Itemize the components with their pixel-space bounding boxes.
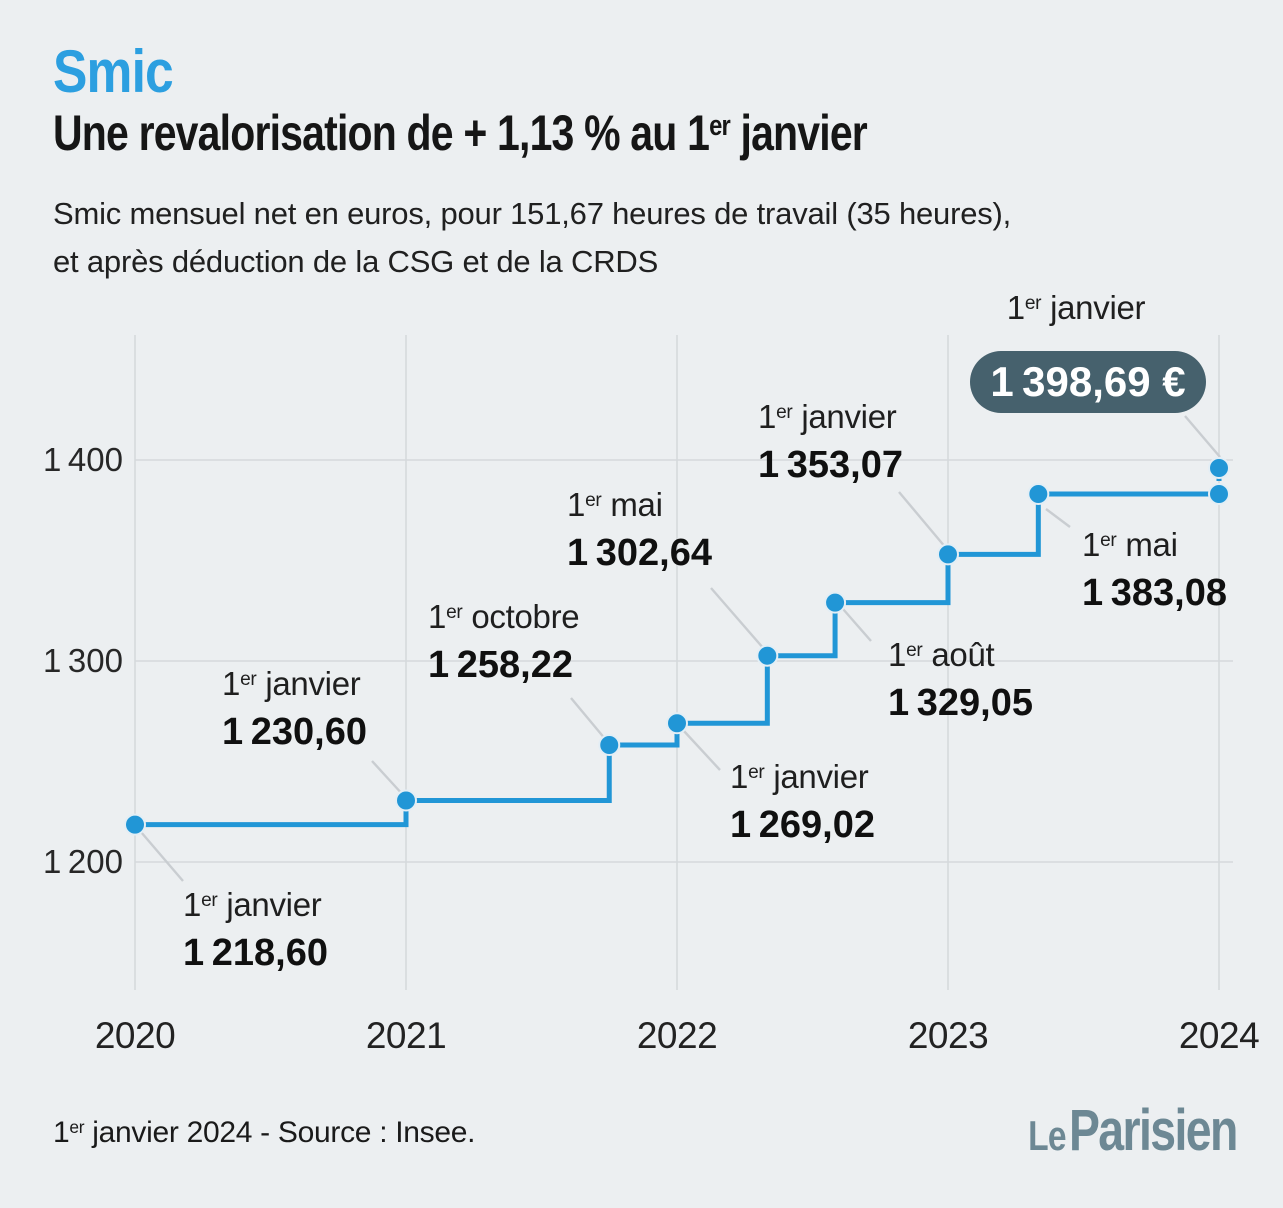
x-axis-tick: 2021 [365, 1015, 447, 1056]
data-point [756, 644, 779, 667]
label-connector-line [842, 608, 872, 642]
label-connector-line [682, 729, 721, 771]
kicker: Smic [53, 38, 174, 105]
label-connector-line [898, 491, 947, 549]
x-axis-tick: 2023 [907, 1015, 989, 1056]
point-label: 1er mai 1 302,64 [567, 484, 713, 576]
description-line-2: et après déduction de la CSG et de la CR… [53, 244, 659, 279]
point-date: 1er août [888, 636, 995, 673]
headline-text: Une revalorisation de + 1,13 % au 1 [53, 105, 710, 161]
x-axis-tick: 2024 [1178, 1015, 1260, 1056]
source-note: 1er janvier 2024 - Source : Insee. [53, 1116, 476, 1149]
data-point [937, 543, 959, 566]
point-label: 1er mai 1 383,08 [1082, 524, 1228, 616]
point-value: 1 383,08 [1082, 572, 1228, 614]
headline-superscript: er [709, 109, 731, 142]
point-date: 1er janvier [1006, 289, 1146, 326]
point-label: 1er janvier [956, 287, 1196, 334]
point-label: 1er janvier 1 353,07 [758, 396, 904, 488]
label-connector-line [1045, 508, 1071, 528]
headline-text-after: janvier [729, 105, 867, 161]
label-connector-line [1184, 415, 1221, 458]
data-point [598, 733, 621, 756]
label-connector-line [710, 587, 765, 650]
label-connector-line [140, 831, 184, 882]
point-value: 1 353,07 [758, 444, 904, 486]
point-date: 1er janvier [758, 398, 897, 435]
point-label: 1er janvier 1 269,02 [730, 756, 876, 848]
highlight-value-badge: 1 398,69 € [970, 351, 1206, 413]
point-value: 1 218,60 [183, 932, 329, 974]
point-value: 1 258,22 [428, 644, 574, 686]
data-point [395, 789, 417, 812]
y-axis-tick: 1 400 [42, 441, 124, 478]
data-point [1027, 483, 1050, 506]
chart-description: Smic mensuel net en euros, pour 151,67 h… [53, 190, 1011, 286]
le-parisien-logo: LeParisien [1028, 1096, 1238, 1166]
logo-parisien: Parisien [1069, 1098, 1238, 1163]
data-point [1208, 457, 1230, 479]
point-label: 1er janvier 1 218,60 [183, 884, 329, 976]
point-date: 1er mai [567, 486, 663, 523]
description-line-1: Smic mensuel net en euros, pour 151,67 h… [53, 196, 1012, 231]
point-label: 1er janvier 1 230,60 [222, 663, 368, 755]
point-value: 1 230,60 [222, 711, 368, 753]
page-title: Une revalorisation de + 1,13 % au 1er ja… [53, 105, 868, 161]
y-axis-tick: 1 200 [42, 843, 124, 880]
point-date: 1er janvier [730, 758, 869, 795]
point-label: 1er août 1 329,05 [888, 634, 1034, 726]
data-point [666, 712, 688, 735]
point-value: 1 269,02 [730, 804, 876, 846]
x-axis-tick: 2022 [636, 1015, 718, 1056]
point-date: 1er janvier [183, 886, 322, 923]
endpoint-dot [1208, 483, 1230, 506]
label-connector-line [371, 760, 405, 797]
data-point [824, 591, 847, 614]
y-axis-tick: 1 300 [42, 642, 124, 679]
point-date: 1er mai [1082, 526, 1178, 563]
point-value: 1 329,05 [888, 682, 1034, 724]
point-label: 1er octobre 1 258,22 [428, 596, 580, 688]
x-axis-tick: 2020 [94, 1015, 176, 1056]
step-line [135, 491, 1219, 828]
label-connector-line [570, 697, 607, 741]
point-value: 1 302,64 [567, 532, 713, 574]
point-date: 1er octobre [428, 598, 580, 635]
data-point [124, 813, 146, 836]
point-date: 1er janvier [222, 665, 361, 702]
logo-le: Le [1028, 1112, 1067, 1159]
